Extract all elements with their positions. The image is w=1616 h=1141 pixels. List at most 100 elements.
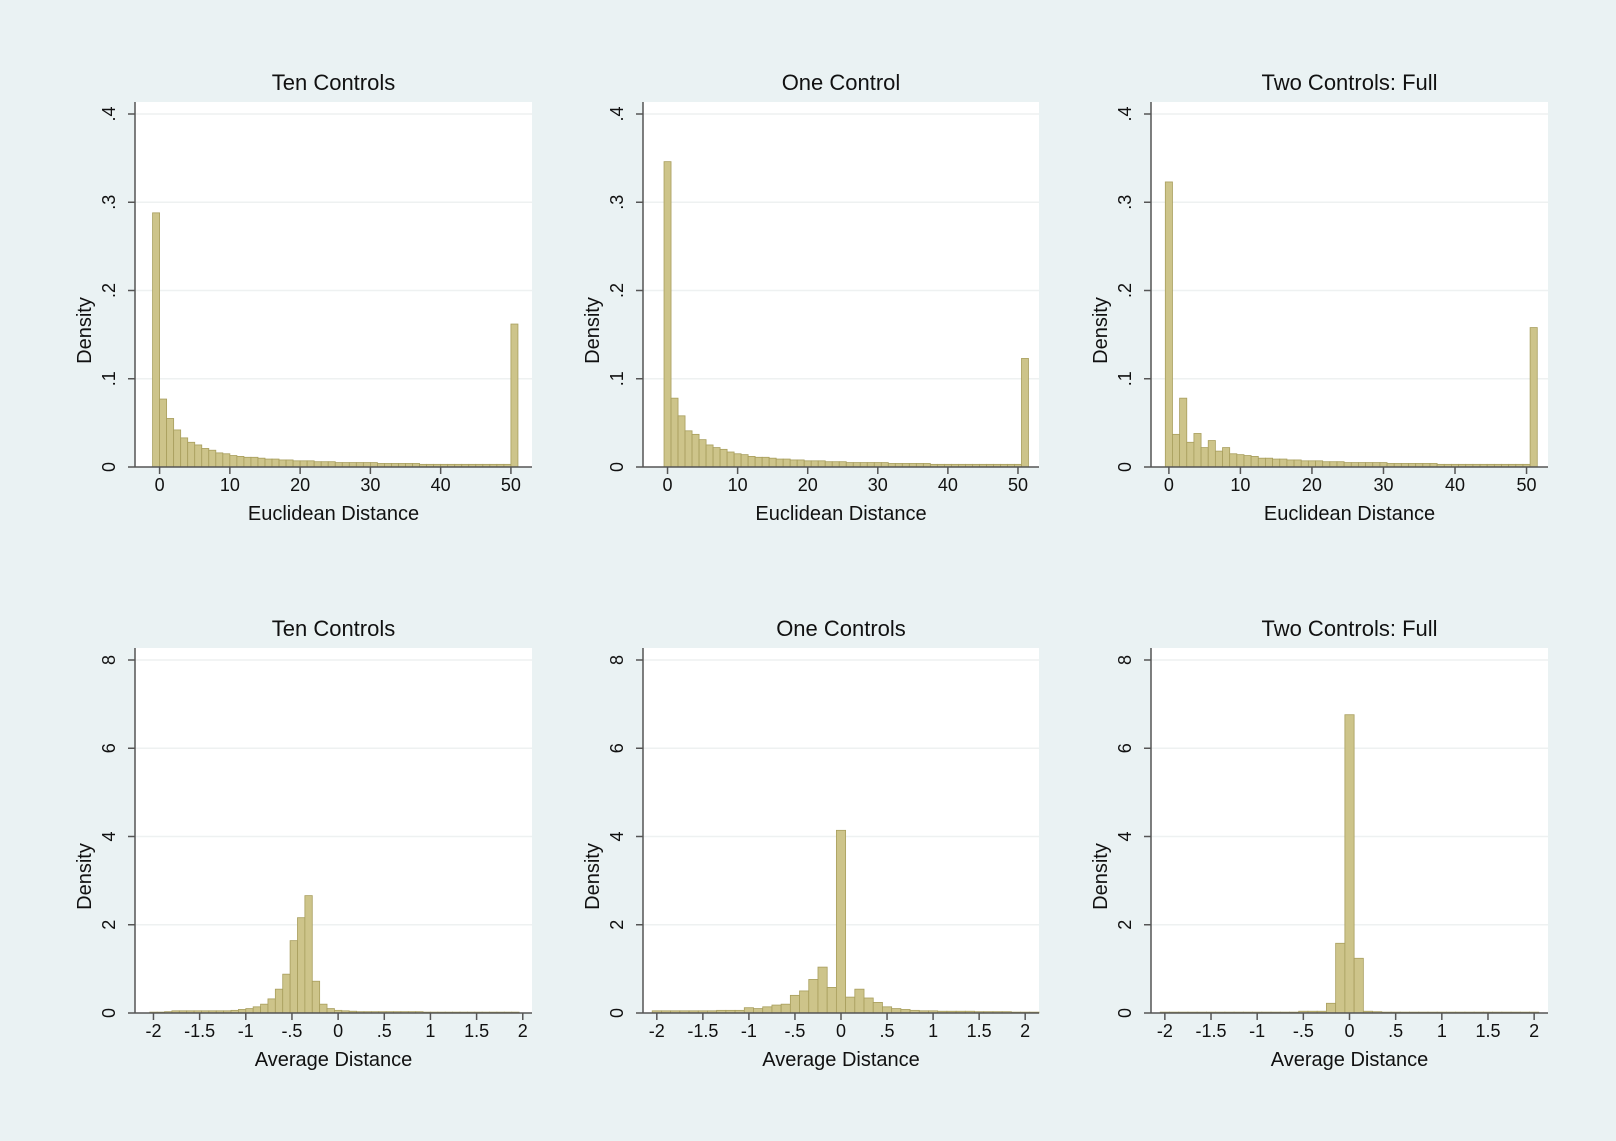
histogram-bar [1193, 433, 1202, 468]
y-tick-label: 6 [1115, 743, 1135, 753]
histogram-bar [712, 447, 721, 468]
x-tick-label: 20 [1302, 475, 1322, 495]
histogram-bar [1200, 447, 1209, 468]
histogram-bar [831, 461, 840, 468]
plot-area [135, 102, 532, 467]
chart-panel-4: 0 2 4 6 8 -2 -1.5 -1 -.5 0 .5 1 1.5 2 Ten Controls Aver… [74, 616, 532, 1071]
histogram-bar [304, 895, 313, 1014]
histogram-bar [1329, 461, 1338, 468]
histogram-bar [719, 448, 728, 468]
histogram-bar [236, 456, 245, 468]
histogram-bar [761, 456, 770, 468]
plot-area [1151, 102, 1548, 467]
y-tick-label: 0 [607, 462, 627, 472]
histogram-bar [743, 1007, 754, 1014]
y-tick-label: .4 [99, 106, 119, 121]
histogram-bar [1186, 441, 1195, 468]
x-tick-label: 1.5 [464, 1021, 489, 1041]
histogram-bar [826, 987, 837, 1014]
histogram-bar [810, 460, 819, 468]
histogram-bar [289, 940, 298, 1014]
histogram-bar [159, 398, 168, 468]
histogram-bar [1172, 433, 1181, 468]
y-tick-label: 2 [1115, 920, 1135, 930]
x-tick-label: 20 [798, 475, 818, 495]
x-tick-label: 40 [938, 475, 958, 495]
histogram-bar [250, 456, 259, 468]
histogram-bar [292, 460, 301, 468]
histogram-bar [1222, 447, 1231, 468]
histogram-bar [733, 453, 742, 468]
y-tick-label: 0 [1115, 1008, 1135, 1018]
y-tick-label: .3 [99, 195, 119, 210]
x-tick-label: 20 [290, 475, 310, 495]
histogram-bar [229, 455, 238, 468]
histogram-bar [274, 988, 284, 1014]
x-tick-label: 2 [1020, 1021, 1030, 1041]
histogram-bar [166, 418, 175, 468]
histogram-bar [1250, 456, 1259, 468]
histogram-bar [194, 444, 203, 468]
y-tick-label: .1 [607, 371, 627, 386]
x-tick-label: 0 [836, 1021, 846, 1041]
histogram-bar [796, 459, 805, 468]
histogram-bar [327, 461, 336, 468]
histogram-bar [1336, 461, 1345, 468]
histogram-bar [1286, 459, 1295, 468]
x-tick-label: 50 [1008, 475, 1028, 495]
chart-title: Ten Controls [272, 616, 396, 641]
y-axis-label: Density [582, 297, 604, 364]
x-tick-label: 40 [1445, 475, 1465, 495]
histogram-bar [1353, 957, 1364, 1014]
x-tick-label: 50 [501, 475, 521, 495]
y-axis-label: Density [1090, 843, 1112, 910]
x-tick-label: 1.5 [967, 1021, 992, 1041]
x-tick-label: 0 [663, 475, 673, 495]
histogram-bar [260, 1003, 269, 1014]
histogram-bar [1300, 460, 1309, 468]
histogram-bar [1236, 454, 1245, 468]
x-tick-label: -2 [145, 1021, 161, 1041]
x-tick-label: -2 [649, 1021, 665, 1041]
histogram-bar [691, 433, 700, 468]
y-tick-label: 0 [99, 1008, 119, 1018]
x-axis-label: Average Distance [762, 1049, 920, 1071]
histogram-bar [1207, 440, 1216, 468]
x-tick-label: 10 [1230, 475, 1250, 495]
x-tick-label: 1.5 [1475, 1021, 1500, 1041]
x-tick-label: 30 [1373, 475, 1393, 495]
histogram-bar [799, 990, 810, 1014]
histogram-bar [267, 998, 276, 1014]
histogram-bar [817, 460, 826, 468]
x-tick-label: 30 [360, 475, 380, 495]
y-tick-label: .1 [99, 371, 119, 386]
histogram-bar [775, 458, 784, 468]
histogram-bar [313, 461, 322, 468]
histogram-bar [299, 460, 308, 468]
x-axis-label: Average Distance [255, 1049, 413, 1071]
y-tick-label: .2 [607, 283, 627, 298]
y-tick-label: 2 [99, 920, 119, 930]
histogram-bar [187, 441, 196, 468]
x-tick-label: 2 [518, 1021, 528, 1041]
histogram-bar [152, 212, 160, 468]
histogram-bar [670, 397, 679, 468]
x-axis-label: Euclidean Distance [1264, 503, 1435, 525]
x-tick-label: -2 [1157, 1021, 1173, 1041]
histogram-bar [319, 1003, 328, 1014]
y-tick-label: 0 [1115, 462, 1135, 472]
histogram-bar [789, 994, 800, 1014]
x-tick-label: 10 [728, 475, 748, 495]
chart-title: Ten Controls [272, 70, 396, 95]
histogram-bar [282, 973, 291, 1014]
x-tick-label: 30 [868, 475, 888, 495]
y-tick-label: 0 [99, 462, 119, 472]
histogram-bar [835, 829, 847, 1014]
x-tick-label: 1 [1437, 1021, 1447, 1041]
histogram-bar [1257, 457, 1266, 468]
y-tick-label: 8 [99, 655, 119, 665]
plot-area [643, 102, 1039, 467]
histogram-bar [1322, 461, 1331, 468]
histogram-bar [663, 161, 672, 468]
histogram-bar [510, 323, 519, 468]
